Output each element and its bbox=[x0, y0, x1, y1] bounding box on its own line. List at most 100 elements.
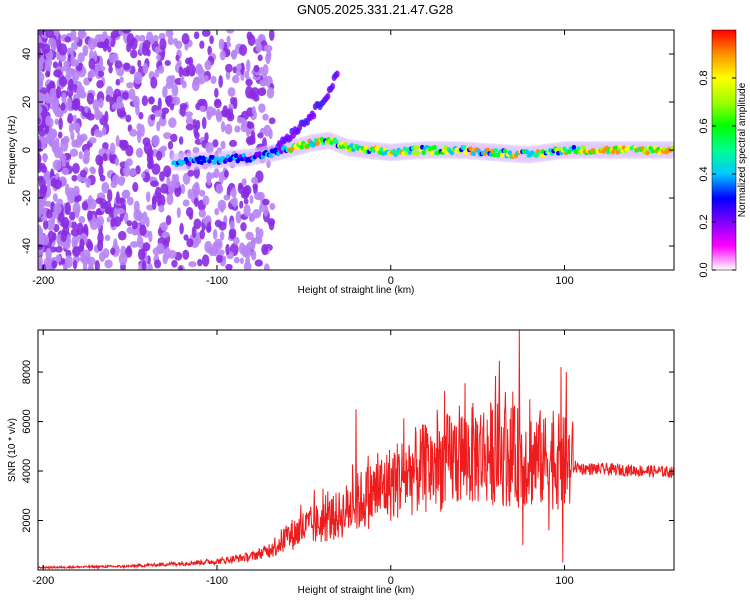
noise-blob bbox=[47, 128, 57, 140]
noise-blob bbox=[38, 65, 42, 74]
noise-blob bbox=[119, 110, 127, 117]
noise-blob bbox=[64, 255, 73, 268]
noise-blob bbox=[115, 135, 120, 147]
noise-blob bbox=[249, 194, 254, 204]
noise-blob bbox=[204, 60, 212, 71]
noise-blob bbox=[71, 41, 79, 51]
noise-blob bbox=[159, 171, 165, 182]
noise-blob bbox=[110, 247, 116, 256]
noise-blob bbox=[64, 36, 71, 43]
noise-blob bbox=[226, 30, 235, 34]
noise-blob bbox=[245, 79, 253, 87]
noise-blob bbox=[116, 208, 125, 215]
noise-blob bbox=[201, 116, 207, 130]
noise-blob bbox=[197, 98, 206, 106]
noise-blob bbox=[87, 265, 95, 270]
noise-blob bbox=[185, 65, 190, 77]
noise-blob bbox=[168, 249, 177, 259]
noise-blob bbox=[262, 205, 269, 217]
noise-blob bbox=[72, 260, 78, 270]
noise-blob bbox=[50, 168, 55, 179]
noise-blob bbox=[70, 131, 75, 141]
noise-blob bbox=[178, 265, 184, 270]
noise-blob bbox=[258, 228, 264, 239]
colorbar-tick-label: 0.6 bbox=[698, 118, 710, 133]
noise-blob bbox=[60, 230, 67, 243]
ridge-point bbox=[233, 153, 239, 159]
ridge-point bbox=[197, 155, 203, 161]
noise-blob bbox=[197, 78, 205, 85]
noise-blob bbox=[38, 105, 43, 114]
noise-blob bbox=[158, 65, 165, 74]
noise-blob bbox=[63, 265, 68, 270]
noise-blob bbox=[233, 236, 240, 246]
noise-blob bbox=[77, 52, 85, 63]
noise-blob bbox=[150, 180, 160, 187]
noise-blob bbox=[126, 82, 134, 89]
noise-blob bbox=[185, 206, 194, 218]
noise-blob bbox=[245, 256, 251, 266]
snr-data bbox=[38, 330, 674, 570]
noise-blob bbox=[96, 111, 103, 119]
noise-blob bbox=[73, 36, 80, 43]
spectrogram-data bbox=[38, 30, 674, 270]
noise-blob bbox=[53, 69, 63, 78]
noise-blob bbox=[46, 209, 53, 219]
noise-blob bbox=[38, 243, 44, 250]
noise-blob bbox=[231, 49, 238, 60]
ridge-point bbox=[333, 139, 339, 145]
branch-point bbox=[330, 82, 336, 90]
ridge-point bbox=[468, 146, 473, 152]
noise-blob bbox=[234, 125, 241, 133]
x-tick-label: 0 bbox=[388, 575, 394, 587]
noise-blob bbox=[220, 140, 226, 150]
noise-blob bbox=[201, 30, 211, 37]
noise-blob bbox=[161, 231, 170, 238]
ridge-point bbox=[499, 152, 505, 158]
noise-blob bbox=[42, 152, 48, 163]
snr-ylabel: SNR (10 * v/v) bbox=[7, 418, 18, 482]
noise-blob bbox=[90, 167, 96, 175]
noise-blob bbox=[126, 33, 135, 47]
spectrogram-ylabel: Frequency (Hz) bbox=[7, 116, 18, 185]
noise-blob bbox=[142, 63, 149, 75]
noise-blob bbox=[259, 79, 268, 87]
noise-blob bbox=[241, 119, 248, 128]
noise-blob bbox=[180, 183, 186, 194]
noise-blob bbox=[238, 44, 248, 56]
noise-blob bbox=[245, 231, 254, 241]
noise-blob bbox=[118, 139, 124, 149]
noise-blob bbox=[191, 184, 201, 196]
noise-blob bbox=[199, 229, 205, 240]
noise-blob bbox=[72, 202, 81, 215]
colorbar-tick-label: 0.4 bbox=[698, 166, 710, 181]
noise-blob bbox=[212, 107, 217, 116]
noise-blob bbox=[256, 191, 265, 201]
noise-blob bbox=[131, 220, 138, 230]
noise-blob bbox=[241, 178, 247, 186]
noise-blob bbox=[95, 154, 104, 166]
y-tick-label: 6000 bbox=[21, 409, 33, 433]
branch-point bbox=[311, 112, 317, 120]
noise-blob bbox=[96, 215, 105, 226]
noise-blob bbox=[151, 197, 157, 210]
noise-blob bbox=[184, 111, 193, 118]
noise-blob bbox=[242, 186, 250, 198]
noise-blob bbox=[139, 224, 147, 236]
noise-blob bbox=[96, 65, 106, 72]
noise-blob bbox=[166, 192, 174, 205]
noise-blob bbox=[169, 103, 175, 111]
noise-blob bbox=[110, 180, 118, 189]
noise-blob bbox=[136, 212, 144, 222]
noise-blob bbox=[162, 107, 170, 115]
noise-blob bbox=[98, 164, 104, 178]
noise-blob bbox=[69, 148, 79, 157]
noise-blob bbox=[72, 69, 80, 82]
y-tick-label: 2000 bbox=[21, 508, 33, 532]
noise-blob bbox=[52, 159, 62, 171]
noise-blob bbox=[105, 94, 111, 103]
noise-blob bbox=[108, 53, 117, 64]
noise-blob bbox=[102, 40, 108, 52]
noise-blob bbox=[72, 114, 77, 123]
noise-blob bbox=[58, 76, 68, 87]
